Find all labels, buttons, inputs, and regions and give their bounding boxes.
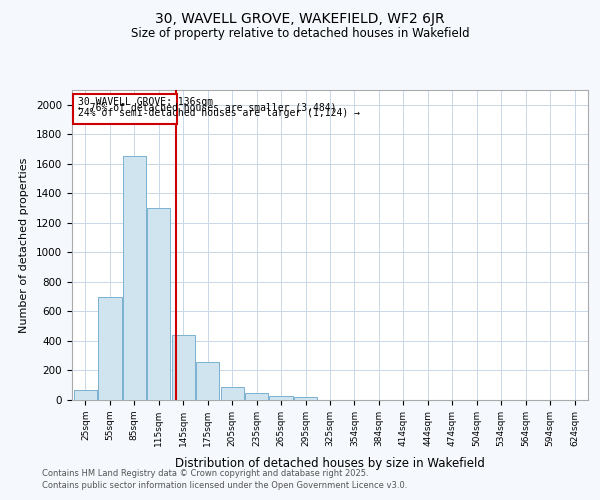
Bar	[269, 396, 293, 400]
Text: Size of property relative to detached houses in Wakefield: Size of property relative to detached ho…	[131, 28, 469, 40]
Text: 30 WAVELL GROVE: 136sqm: 30 WAVELL GROVE: 136sqm	[78, 96, 213, 106]
Text: 24% of semi-detached houses are larger (1,124) →: 24% of semi-detached houses are larger (…	[78, 108, 360, 118]
Bar	[123, 156, 146, 400]
Bar	[221, 386, 244, 400]
Text: ← 76% of detached houses are smaller (3,484): ← 76% of detached houses are smaller (3,…	[78, 102, 337, 113]
Bar	[196, 362, 220, 400]
Bar	[74, 390, 97, 400]
Text: 30, WAVELL GROVE, WAKEFIELD, WF2 6JR: 30, WAVELL GROVE, WAKEFIELD, WF2 6JR	[155, 12, 445, 26]
Y-axis label: Number of detached properties: Number of detached properties	[19, 158, 29, 332]
Bar	[245, 392, 268, 400]
Bar	[147, 208, 170, 400]
Bar	[98, 296, 122, 400]
X-axis label: Distribution of detached houses by size in Wakefield: Distribution of detached houses by size …	[175, 457, 485, 470]
Bar	[294, 397, 317, 400]
Text: Contains HM Land Registry data © Crown copyright and database right 2025.: Contains HM Land Registry data © Crown c…	[42, 468, 368, 477]
Bar	[73, 94, 177, 124]
Text: Contains public sector information licensed under the Open Government Licence v3: Contains public sector information licen…	[42, 481, 407, 490]
Bar	[172, 335, 195, 400]
